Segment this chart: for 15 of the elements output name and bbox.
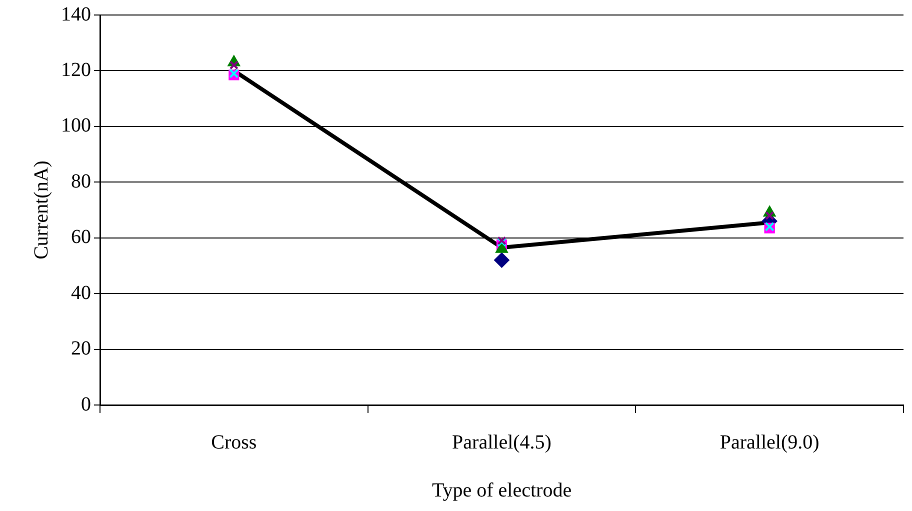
y-tick-label: 60 bbox=[71, 226, 91, 248]
point bbox=[494, 252, 510, 268]
y-tick-label: 0 bbox=[81, 393, 91, 416]
y-tick-label: 40 bbox=[71, 282, 91, 304]
y-tick-label: 100 bbox=[61, 114, 91, 137]
x-tick-label: Parallel(9.0) bbox=[720, 431, 820, 454]
point bbox=[496, 242, 508, 253]
y-axis-title: Current(nA) bbox=[30, 160, 52, 260]
x-axis-title: Type of electrode bbox=[432, 479, 572, 502]
y-tick-label: 20 bbox=[71, 338, 91, 360]
x-tick-label: Parallel(4.5) bbox=[452, 431, 552, 454]
x-tick-label: Cross bbox=[211, 431, 257, 454]
y-tick-label: 80 bbox=[71, 170, 91, 192]
y-tick-label: 120 bbox=[61, 58, 91, 81]
y-tick-label: 140 bbox=[61, 3, 91, 26]
